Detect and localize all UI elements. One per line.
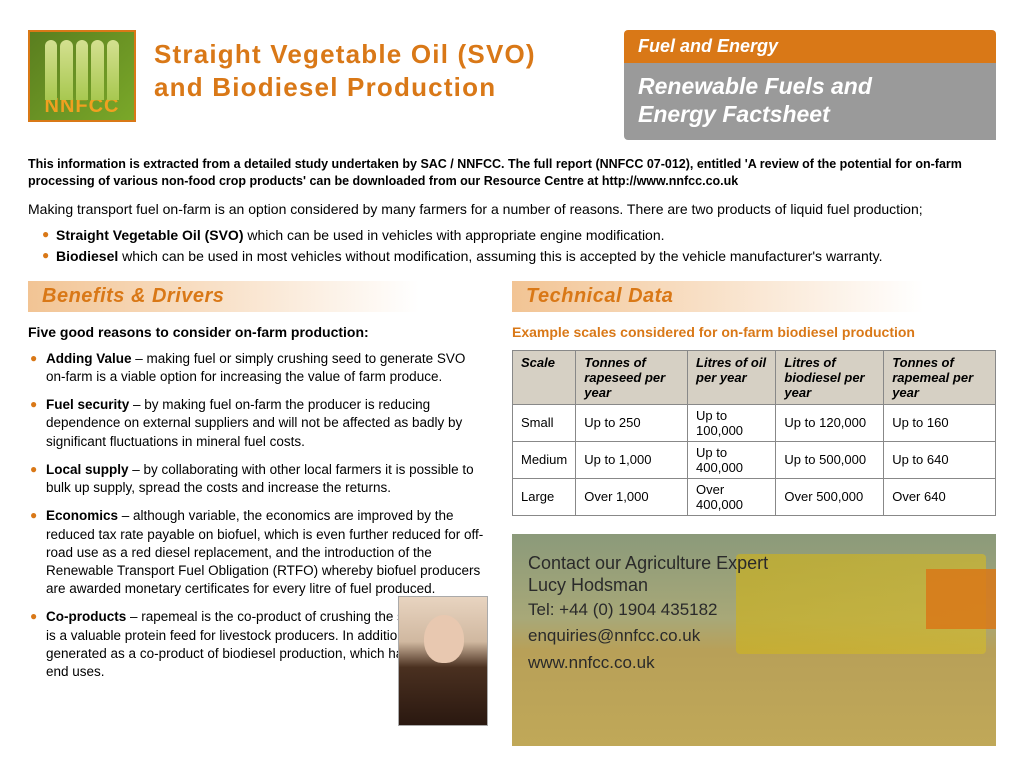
benefit-item: Economics – although variable, the econo…	[28, 507, 488, 598]
logo-arcs-icon	[45, 40, 119, 100]
factsheet-line1: Renewable Fuels and	[638, 73, 872, 99]
table-cell: Over 1,000	[576, 478, 688, 515]
columns: Benefits & Drivers Five good reasons to …	[28, 281, 996, 746]
benefit-item: Fuel security – by making fuel on-farm t…	[28, 396, 488, 451]
title-block: Straight Vegetable Oil (SVO) and Biodies…	[154, 30, 606, 103]
intro-note: This information is extracted from a det…	[28, 156, 996, 190]
table-cell: Up to 1,000	[576, 441, 688, 478]
table-cell: Up to 160	[884, 404, 996, 441]
main-title-line1: Straight Vegetable Oil (SVO)	[154, 39, 536, 69]
tech-caption: Example scales considered for on-farm bi…	[512, 324, 996, 340]
table-cell: Up to 250	[576, 404, 688, 441]
benefit-item: Local supply – by collaborating with oth…	[28, 461, 488, 497]
benefits-heading: Benefits & Drivers	[28, 281, 488, 312]
table-cell: Over 640	[884, 478, 996, 515]
expert-portrait	[398, 596, 488, 726]
benefit-item: Adding Value – making fuel or simply cru…	[28, 350, 488, 386]
fuel-energy-bar: Fuel and Energy	[624, 30, 996, 63]
scales-table: ScaleTonnes of rapeseed per yearLitres o…	[512, 350, 996, 516]
table-cell: Up to 100,000	[688, 404, 776, 441]
technical-heading: Technical Data	[512, 281, 996, 312]
table-header-row: ScaleTonnes of rapeseed per yearLitres o…	[513, 350, 996, 404]
intro-list: Straight Vegetable Oil (SVO) which can b…	[42, 225, 996, 267]
contact-heading: Contact our Agriculture Expert Lucy Hods…	[528, 552, 980, 597]
contact-email: enquiries@nnfcc.co.uk	[528, 623, 980, 649]
intro-list-item: Biodiesel which can be used in most vehi…	[42, 246, 996, 267]
right-header: Fuel and Energy Renewable Fuels and Ener…	[624, 30, 996, 140]
main-title-line2: and Biodiesel Production	[154, 72, 496, 102]
table-cell: Large	[513, 478, 576, 515]
table-header-cell: Litres of biodiesel per year	[776, 350, 884, 404]
contact-tel: Tel: +44 (0) 1904 435182	[528, 597, 980, 623]
contact-block: Contact our Agriculture Expert Lucy Hods…	[528, 552, 980, 676]
intro-list-item: Straight Vegetable Oil (SVO) which can b…	[42, 225, 996, 246]
table-header-cell: Tonnes of rapeseed per year	[576, 350, 688, 404]
right-column: Technical Data Example scales considered…	[512, 281, 996, 746]
five-reasons-label: Five good reasons to consider on-farm pr…	[28, 324, 488, 340]
table-cell: Up to 500,000	[776, 441, 884, 478]
header: NNFCC Straight Vegetable Oil (SVO) and B…	[28, 30, 996, 140]
nnfcc-logo: NNFCC	[28, 30, 136, 122]
factsheet-page: NNFCC Straight Vegetable Oil (SVO) and B…	[0, 0, 1024, 766]
farm-background-image: Contact our Agriculture Expert Lucy Hods…	[512, 534, 996, 746]
contact-web: www.nnfcc.co.uk	[528, 650, 980, 676]
table-cell: Up to 400,000	[688, 441, 776, 478]
contact-heading-l1: Contact our Agriculture Expert	[528, 553, 768, 573]
contact-heading-l2: Lucy Hodsman	[528, 575, 648, 595]
table-row: LargeOver 1,000Over 400,000Over 500,000O…	[513, 478, 996, 515]
table-header-cell: Litres of oil per year	[688, 350, 776, 404]
table-cell: Over 500,000	[776, 478, 884, 515]
table-body: SmallUp to 250Up to 100,000Up to 120,000…	[513, 404, 996, 515]
left-column: Benefits & Drivers Five good reasons to …	[28, 281, 488, 746]
table-cell: Medium	[513, 441, 576, 478]
table-cell: Up to 640	[884, 441, 996, 478]
factsheet-line2: Energy Factsheet	[638, 101, 830, 127]
table-row: SmallUp to 250Up to 100,000Up to 120,000…	[513, 404, 996, 441]
table-cell: Small	[513, 404, 576, 441]
main-title: Straight Vegetable Oil (SVO) and Biodies…	[154, 38, 606, 103]
intro-paragraph: Making transport fuel on-farm is an opti…	[28, 200, 996, 219]
table-header-cell: Scale	[513, 350, 576, 404]
table-row: MediumUp to 1,000Up to 400,000Up to 500,…	[513, 441, 996, 478]
table-header-cell: Tonnes of rapemeal per year	[884, 350, 996, 404]
table-cell: Over 400,000	[688, 478, 776, 515]
factsheet-bar: Renewable Fuels and Energy Factsheet	[624, 63, 996, 140]
table-cell: Up to 120,000	[776, 404, 884, 441]
